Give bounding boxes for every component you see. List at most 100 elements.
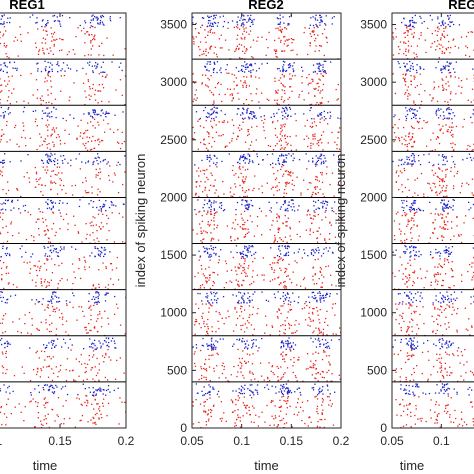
spike-inhibitory: [208, 160, 211, 162]
spike-excitatory: [88, 354, 90, 357]
spike-inhibitory: [217, 390, 220, 393]
spike-inhibitory: [61, 160, 64, 162]
spike-inhibitory: [107, 292, 109, 294]
spike-excitatory: [303, 179, 305, 181]
spike-excitatory: [97, 139, 99, 141]
spike-excitatory: [17, 189, 19, 191]
spike-excitatory: [286, 118, 288, 120]
spike-inhibitory: [285, 247, 287, 249]
spike-excitatory: [55, 334, 57, 336]
spike-excitatory: [213, 238, 215, 240]
spike-excitatory: [253, 235, 255, 237]
spike-excitatory: [193, 38, 195, 40]
spike-excitatory: [223, 287, 225, 289]
spike-inhibitory: [50, 384, 52, 386]
spike-inhibitory: [50, 111, 53, 113]
spike-excitatory: [220, 34, 222, 36]
spike-excitatory: [49, 148, 51, 150]
spike-excitatory: [280, 366, 282, 368]
spike-inhibitory: [85, 162, 87, 164]
spike-inhibitory: [251, 245, 253, 247]
spike-inhibitory: [267, 300, 270, 302]
spike-excitatory: [199, 403, 202, 405]
spike-excitatory: [9, 139, 11, 141]
spike-excitatory: [296, 53, 298, 56]
spike-inhibitory: [97, 248, 99, 250]
spike-excitatory: [241, 187, 244, 189]
spike-excitatory: [75, 36, 77, 38]
spike-excitatory: [107, 123, 109, 125]
spike-inhibitory: [53, 248, 56, 250]
spike-excitatory: [205, 119, 207, 122]
spike-inhibitory: [42, 298, 44, 300]
spike-inhibitory: [122, 111, 124, 113]
spike-inhibitory: [21, 256, 23, 258]
spike-inhibitory: [71, 246, 73, 248]
spike-inhibitory: [97, 156, 99, 158]
spike-excitatory: [110, 359, 112, 361]
spike-inhibitory: [240, 302, 242, 304]
spike-excitatory: [244, 180, 246, 183]
spike-inhibitory: [92, 201, 95, 203]
spike-excitatory: [230, 399, 233, 401]
spike-excitatory: [321, 181, 324, 184]
spike-excitatory: [94, 380, 96, 382]
spike-excitatory: [213, 140, 216, 143]
spike-inhibitory: [206, 292, 208, 295]
spike-inhibitory: [48, 112, 51, 114]
spike-excitatory: [207, 318, 209, 321]
spike-inhibitory: [324, 71, 326, 73]
spike-excitatory: [208, 366, 211, 368]
spike-excitatory: [297, 402, 299, 404]
spike-excitatory: [87, 400, 89, 402]
spike-excitatory: [309, 318, 311, 320]
spike-inhibitory: [11, 200, 13, 203]
spike-excitatory: [322, 83, 325, 86]
spike-excitatory: [82, 82, 85, 84]
spike-excitatory: [194, 82, 196, 84]
spike-inhibitory: [30, 256, 32, 258]
spike-inhibitory: [282, 114, 284, 117]
spike-excitatory: [204, 368, 206, 371]
spike-inhibitory: [95, 394, 97, 396]
spike-excitatory: [114, 313, 116, 315]
spike-excitatory: [50, 175, 52, 177]
spike-inhibitory: [51, 344, 54, 346]
spike-inhibitory: [239, 338, 241, 340]
spike-excitatory: [90, 54, 92, 56]
spike-excitatory: [3, 45, 5, 47]
spike-inhibitory: [59, 249, 61, 252]
spike-excitatory: [0, 231, 1, 233]
spike-inhibitory: [285, 342, 287, 345]
spike-excitatory: [95, 320, 98, 322]
spike-excitatory: [321, 33, 324, 35]
spike-excitatory: [326, 371, 328, 374]
spike-excitatory: [105, 266, 107, 268]
spike-inhibitory: [237, 161, 239, 164]
spike-inhibitory: [243, 154, 245, 156]
spike-inhibitory: [97, 17, 99, 19]
spike-inhibitory: [97, 300, 99, 302]
spike-inhibitory: [323, 300, 325, 302]
spike-inhibitory: [44, 255, 46, 257]
spike-inhibitory: [102, 71, 104, 73]
spike-inhibitory: [3, 114, 5, 116]
spike-excitatory: [296, 330, 298, 332]
spike-excitatory: [240, 324, 242, 327]
spike-excitatory: [231, 94, 234, 96]
spike-excitatory: [223, 193, 225, 195]
spike-inhibitory: [7, 343, 9, 345]
spike-excitatory: [266, 182, 268, 184]
spike-inhibitory: [12, 67, 14, 69]
spike-excitatory: [94, 38, 96, 41]
spike-excitatory: [40, 265, 42, 268]
spike-excitatory: [288, 327, 291, 329]
spike-excitatory: [50, 27, 52, 29]
spike-inhibitory: [206, 297, 208, 299]
spike-excitatory: [213, 214, 216, 217]
spike-inhibitory: [114, 342, 116, 345]
spike-inhibitory: [210, 299, 213, 301]
spike-excitatory: [55, 136, 58, 139]
spike-inhibitory: [291, 346, 293, 348]
spike-excitatory: [307, 53, 309, 56]
